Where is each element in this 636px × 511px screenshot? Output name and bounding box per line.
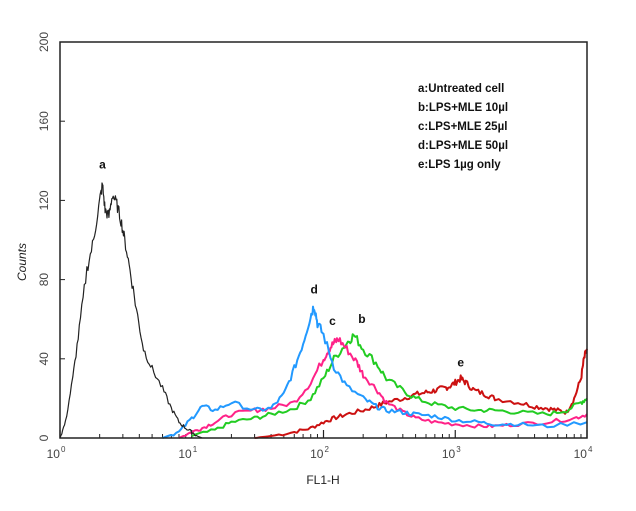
curve-e [254,348,588,439]
y-tick-label: 200 [37,32,51,52]
curve-d [162,305,588,439]
y-tick-label: 80 [37,273,51,287]
x-axis-title: FL1-H [306,473,339,487]
y-tick-label: 160 [37,111,51,131]
legend-entry: d:LPS+MLE 50µl [418,140,508,152]
y-tick-label: 0 [37,434,51,441]
y-axis-title: Counts [15,243,29,281]
x-axis-ticks: 100 101 102 103 104 [47,430,593,461]
y-tick-label: 40 [37,352,51,366]
curve-b [191,333,588,437]
legend: a:Untreated cell b:LPS+MLE 10µl c:LPS+MLE … [418,83,508,171]
legend-entry: a:Untreated cell [418,83,504,95]
curve-label-c: c [329,314,336,328]
curve-labels: a b c d e [99,158,464,370]
curve-label-b: b [358,312,365,326]
x-tick-label: 104 [574,445,593,461]
curve-label-e: e [457,356,464,370]
x-tick-label: 100 [47,445,66,461]
x-tick-label: 103 [442,445,461,461]
curve-a [59,182,203,439]
legend-entry: e:LPS 1µg only [418,159,501,171]
legend-entry: c:LPS+MLE 25µl [418,121,507,133]
curve-c [178,337,588,439]
y-axis-ticks: 0 40 80 120 160 200 [37,32,65,441]
y-tick-label: 120 [37,190,51,210]
legend-entry: b:LPS+MLE 10µl [418,102,508,114]
curve-label-d: d [311,282,318,296]
x-tick-label: 101 [178,445,197,461]
curve-label-a: a [99,158,106,172]
plot-frame [59,41,588,439]
x-tick-label: 102 [310,445,329,461]
histogram-curves [59,182,588,439]
